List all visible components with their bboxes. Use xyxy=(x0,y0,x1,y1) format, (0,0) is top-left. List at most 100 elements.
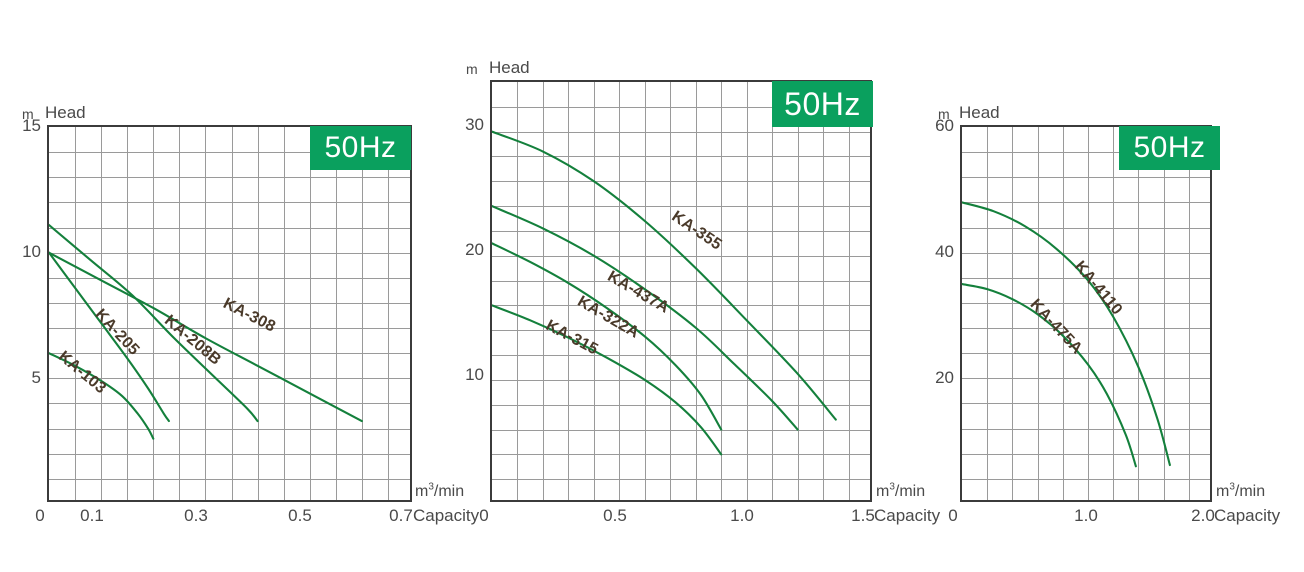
grid-line-horizontal xyxy=(49,429,410,430)
grid-line-vertical xyxy=(127,127,128,500)
curve-ka-437a xyxy=(492,205,799,431)
y-axis-tick-label: 30 xyxy=(465,115,484,134)
grid-line-vertical xyxy=(1063,127,1064,500)
curve-ka-475a xyxy=(962,283,1137,468)
grid-line-horizontal xyxy=(962,378,1210,379)
grid-line-vertical xyxy=(670,82,671,500)
grid-line-horizontal xyxy=(492,107,870,108)
grid-line-horizontal xyxy=(492,479,870,480)
grid-line-horizontal xyxy=(49,328,410,329)
grid-line-horizontal xyxy=(962,454,1210,455)
x-axis-unit-2: m3/min xyxy=(876,481,926,501)
grid-line-horizontal xyxy=(962,328,1210,329)
grid-line-horizontal xyxy=(492,281,870,282)
grid-line-horizontal xyxy=(962,303,1210,304)
grid-line-horizontal xyxy=(492,380,870,381)
x-axis-tick-label: 1.0 xyxy=(730,506,754,525)
grid-line-horizontal xyxy=(962,177,1210,178)
grid-line-vertical xyxy=(1038,127,1039,500)
grid-line-vertical xyxy=(310,127,311,500)
curve-ka-205 xyxy=(49,251,170,423)
y-axis-title-1: Head xyxy=(45,103,86,122)
grid-line-horizontal xyxy=(492,206,870,207)
grid-line-horizontal xyxy=(492,132,870,133)
curve-ka-103 xyxy=(49,352,155,440)
hz-badge-2: 50Hz xyxy=(772,81,873,127)
x-unit-exponent: 3 xyxy=(428,481,434,493)
grid-line-horizontal xyxy=(49,378,410,379)
grid-line-horizontal xyxy=(49,278,410,279)
grid-line-vertical xyxy=(284,127,285,500)
x-axis-tick-label: 0.1 xyxy=(80,506,104,525)
grid-line-vertical xyxy=(75,127,76,500)
x-unit-exponent: 3 xyxy=(889,481,895,493)
y-axis-tick-label: 20 xyxy=(465,240,484,259)
x-unit-exponent: 3 xyxy=(1229,481,1235,493)
grid-line-horizontal xyxy=(492,454,870,455)
x-unit-tail: /min xyxy=(1234,483,1266,500)
grid-line-horizontal xyxy=(49,479,410,480)
hz-badge-3: 50Hz xyxy=(1119,126,1220,170)
grid-line-horizontal xyxy=(962,152,1210,153)
grid-line-horizontal xyxy=(49,403,410,404)
x-unit-tail: /min xyxy=(433,483,465,500)
grid-line-vertical xyxy=(543,82,544,500)
grid-line-vertical xyxy=(619,82,620,500)
grid-line-horizontal xyxy=(962,353,1210,354)
grid-line-horizontal xyxy=(492,430,870,431)
curve-ka-315 xyxy=(492,304,723,456)
grid-line-horizontal xyxy=(492,181,870,182)
y-axis-unit-1: m xyxy=(22,106,34,122)
curve-layer-3 xyxy=(962,201,1171,468)
x-unit-tail: /min xyxy=(894,483,926,500)
x-axis-unit-1: m3/min xyxy=(415,481,465,501)
y-axis-title-3: Head xyxy=(959,103,1000,122)
y-axis-tick-label: 60 xyxy=(935,116,954,135)
grid-line-horizontal xyxy=(492,256,870,257)
grid-line-horizontal xyxy=(962,253,1210,254)
grid-line-vertical xyxy=(362,127,363,500)
grid-line-horizontal xyxy=(962,202,1210,203)
grid-line-vertical xyxy=(1012,127,1013,500)
grid-line-vertical xyxy=(1113,127,1114,500)
curve-layer-2 xyxy=(492,130,837,456)
grid-line-horizontal xyxy=(962,479,1210,480)
y-axis-tick-label: 5 xyxy=(31,368,41,387)
x-axis-tick-label: 2.0 xyxy=(1191,506,1215,525)
x-axis-title-3: Capacity xyxy=(1214,506,1281,525)
grid-line-vertical xyxy=(205,127,206,500)
grid-line-vertical xyxy=(232,127,233,500)
grid-line-horizontal xyxy=(492,231,870,232)
x-axis-tick-label: 1.5 xyxy=(851,506,875,525)
grid-line-horizontal xyxy=(49,228,410,229)
y-axis-tick-label: 10 xyxy=(22,242,41,261)
grid-line-horizontal xyxy=(962,429,1210,430)
curve-ka-322a xyxy=(492,242,723,431)
grid-line-horizontal xyxy=(492,405,870,406)
curve-ka-4110 xyxy=(962,201,1171,467)
y-axis-unit-3: m xyxy=(938,106,950,122)
x-axis-tick-label: 0.7 xyxy=(389,506,413,525)
grid-line-vertical xyxy=(987,127,988,500)
grid-line-vertical xyxy=(258,127,259,500)
curve-ka-308 xyxy=(49,251,363,423)
x-axis-title-1: Capacity xyxy=(413,506,480,525)
grid-line-horizontal xyxy=(962,403,1210,404)
grid-line-horizontal xyxy=(49,253,410,254)
x-axis-title-2: Capacity xyxy=(874,506,941,525)
grid-line-horizontal xyxy=(49,152,410,153)
x-unit-base: m xyxy=(415,483,429,500)
y-axis-tick-label: 20 xyxy=(935,368,954,387)
grid-line-horizontal xyxy=(492,355,870,356)
grid-line-vertical xyxy=(517,82,518,500)
y-axis-tick-label: 15 xyxy=(22,116,41,135)
grid-line-vertical xyxy=(101,127,102,500)
grid-line-vertical xyxy=(798,82,799,500)
grid-line-horizontal xyxy=(49,177,410,178)
grid-line-vertical xyxy=(388,127,389,500)
plot-area-1 xyxy=(47,125,412,502)
x-unit-base: m xyxy=(1216,483,1230,500)
x-axis-unit-3: m3/min xyxy=(1216,481,1266,501)
y-axis-unit-2: m xyxy=(466,61,478,77)
grid-line-horizontal xyxy=(492,330,870,331)
